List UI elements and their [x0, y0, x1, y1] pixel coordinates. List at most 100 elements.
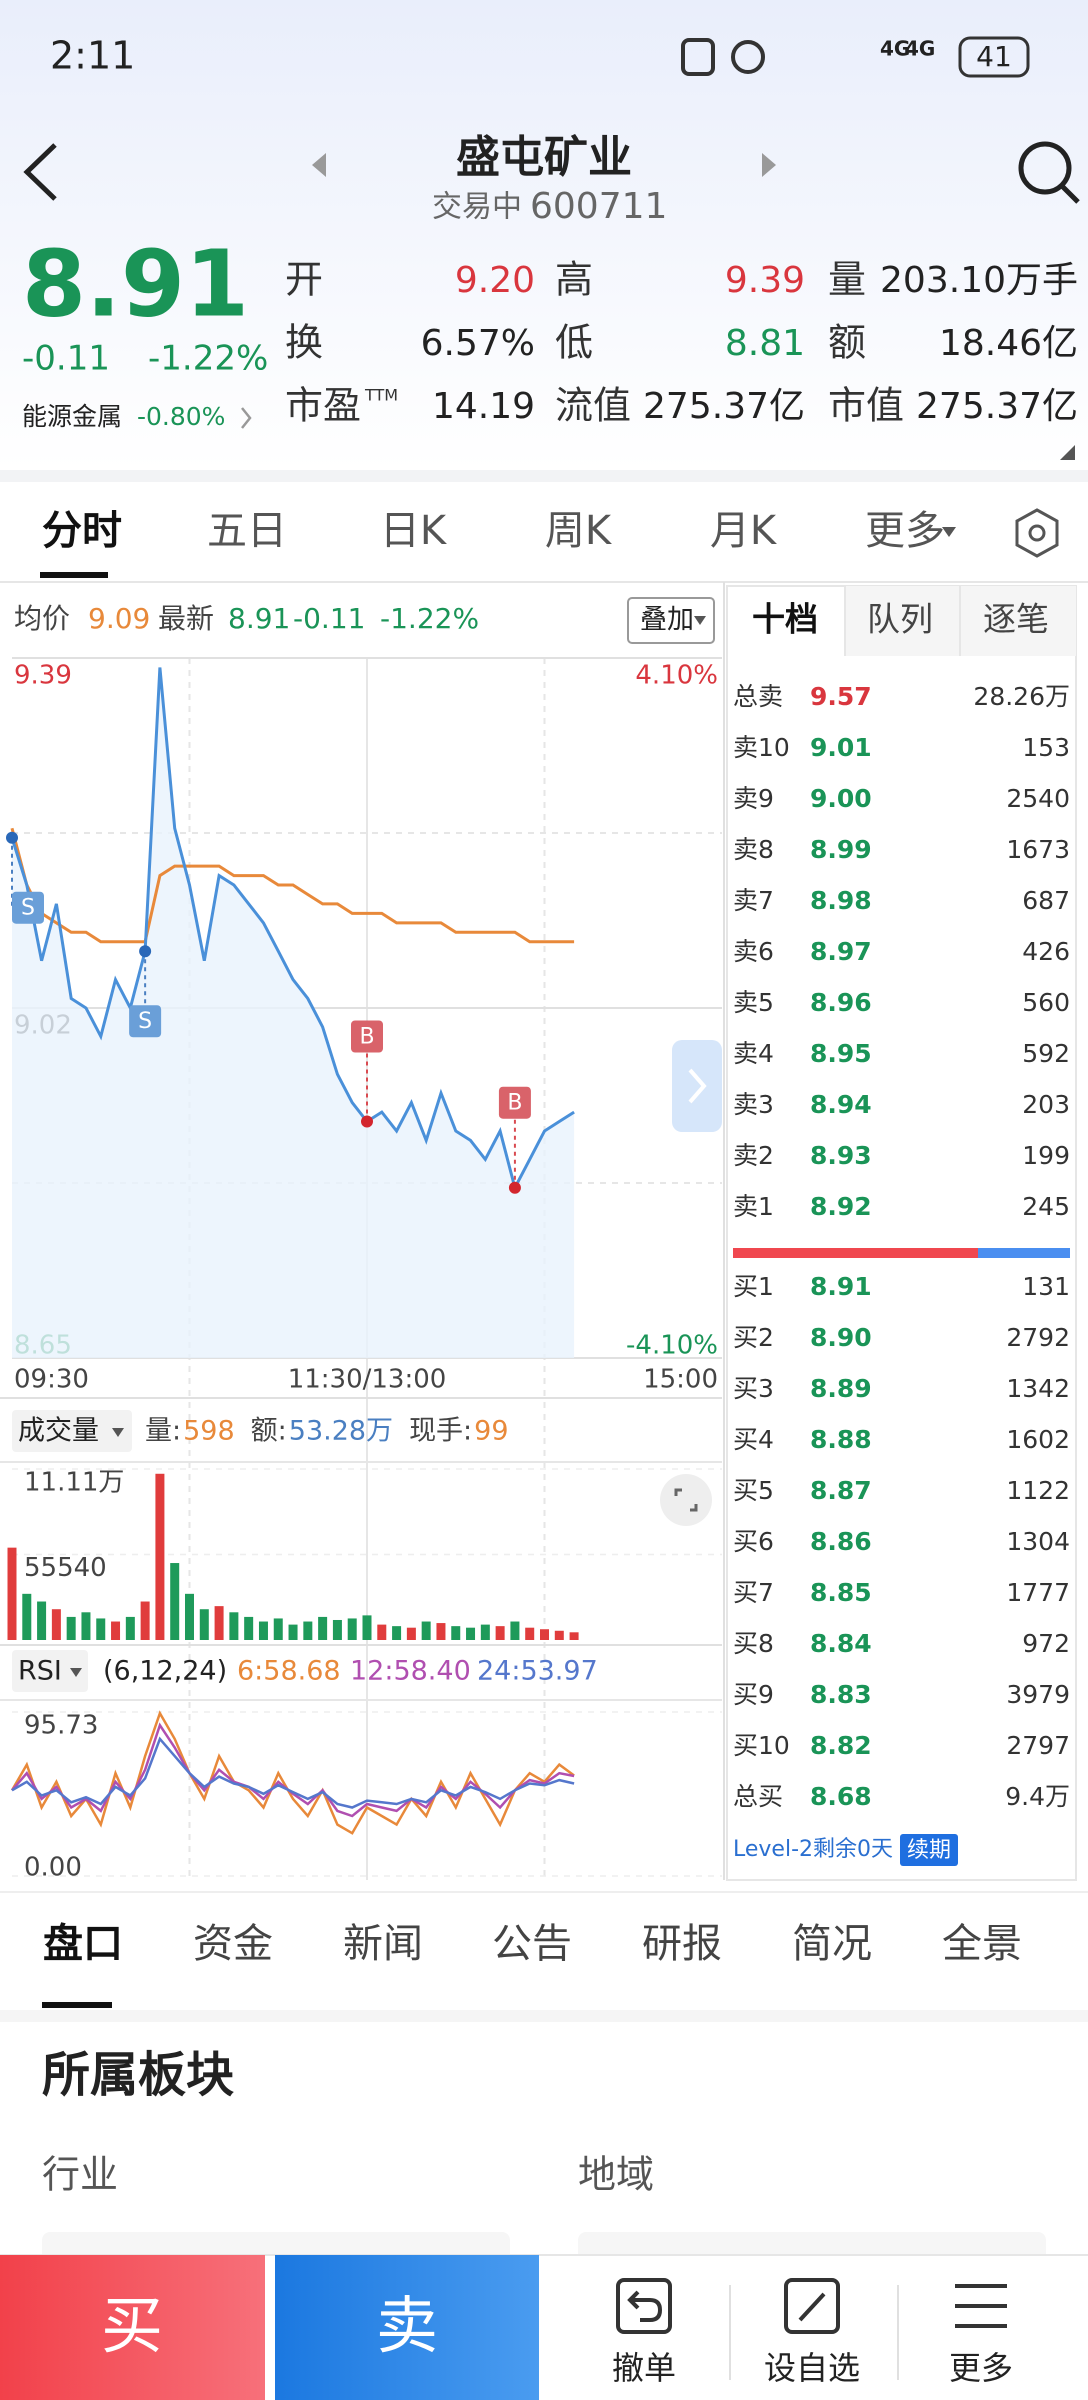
sector-name: 能源金属: [22, 402, 122, 431]
field-sup: TTM: [364, 386, 398, 405]
info-tab[interactable]: 新闻: [343, 1921, 423, 1967]
book-price: 8.95: [810, 1039, 872, 1068]
book-tab[interactable]: 逐笔: [983, 600, 1049, 639]
search-button[interactable]: [1018, 141, 1072, 195]
book-price: 8.96: [810, 988, 872, 1017]
legend-label: 现手:: [409, 1416, 472, 1447]
chart-tab[interactable]: 月K: [710, 508, 778, 554]
last-price: 8.91: [22, 230, 249, 337]
book-level: 卖4: [733, 1039, 774, 1068]
volume-bar: [347, 1618, 357, 1640]
volume-bar: [185, 1593, 194, 1640]
fullscreen-icon: [674, 1488, 682, 1496]
volume-bar: [125, 1616, 135, 1640]
legend-value: 8.91: [228, 602, 290, 635]
fullscreen-button[interactable]: [660, 1474, 712, 1526]
volume-bar: [273, 1618, 283, 1640]
book-price: 8.85: [810, 1578, 872, 1607]
volume-bar: [96, 1618, 106, 1640]
legend-label: 额:: [251, 1416, 287, 1447]
battery-level: 41: [976, 40, 1012, 73]
book-level: 买4: [733, 1425, 774, 1454]
field-label: 额: [828, 321, 866, 365]
book-level: 卖8: [733, 835, 774, 864]
price-change: -0.11: [22, 339, 110, 379]
volume-bar: [421, 1621, 431, 1640]
volume-bar: [66, 1616, 76, 1640]
cancel-arrow: [627, 2290, 663, 2322]
y-tick-label: 11.11万: [24, 1468, 124, 1498]
info-tab[interactable]: 盘口: [43, 1921, 123, 1967]
separator: [0, 470, 1088, 482]
next-stock[interactable]: [762, 153, 776, 177]
book-volume: 1602: [1006, 1425, 1070, 1454]
legend-value: 53.28万: [289, 1416, 393, 1447]
volume-bar: [451, 1626, 461, 1640]
chart-tab[interactable]: 更多: [865, 508, 945, 554]
sell-button[interactable]: [275, 2255, 539, 2400]
book-level: 总买: [733, 1782, 783, 1811]
volume-bar: [540, 1629, 549, 1640]
book-volume: 28.26万: [973, 682, 1070, 711]
book-tab[interactable]: 十档: [752, 600, 818, 639]
legend-name: 均价: [14, 602, 70, 635]
sector-link[interactable]: [241, 407, 252, 429]
book-price: 9.57: [810, 682, 872, 711]
book-price: 8.87: [810, 1476, 872, 1505]
legend-pct: -1.22%: [380, 602, 479, 635]
indicator-params: (6,12,24): [103, 1656, 227, 1687]
x-tick-label: 11:30/13:00: [288, 1365, 447, 1395]
volume-bar: [229, 1612, 239, 1640]
volume-bar: [392, 1626, 402, 1640]
chart-tab[interactable]: 五日: [207, 508, 287, 554]
chart-tab[interactable]: 分时: [42, 508, 122, 554]
expand-arrow: [688, 1068, 707, 1104]
field-value: 275.37亿: [643, 386, 805, 427]
prev-stock[interactable]: [312, 153, 326, 177]
annotation-label: B: [507, 1091, 522, 1116]
rsi-line: [11, 1736, 575, 1809]
volume-bar: [37, 1601, 47, 1640]
book-price: 8.94: [810, 1090, 872, 1119]
annotation-box: [351, 1020, 383, 1053]
battery: [958, 36, 1030, 78]
book-level: 卖5: [733, 988, 774, 1017]
book-level: 卖7: [733, 886, 774, 915]
field-value: 18.46亿: [939, 323, 1078, 364]
buy-button[interactable]: [0, 2255, 265, 2400]
settings-icon[interactable]: [1015, 508, 1059, 558]
nfc-icon: [681, 38, 715, 76]
renew-button[interactable]: [900, 1834, 958, 1866]
info-tab[interactable]: 公告: [492, 1921, 572, 1967]
volume-bar: [22, 1593, 32, 1640]
chart-tab[interactable]: 日K: [380, 508, 448, 554]
price-area: [12, 667, 575, 1358]
field-label: 量: [828, 258, 866, 302]
action-label: 撤单: [612, 2349, 676, 2387]
section-title: 所属板块: [42, 2047, 234, 2103]
sell-label: 卖: [376, 2289, 438, 2362]
info-tab[interactable]: 研报: [642, 1921, 722, 1967]
book-volume: 1777: [1006, 1578, 1070, 1607]
watch-icon[interactable]: [784, 2278, 840, 2334]
indicator-select[interactable]: [12, 1650, 88, 1692]
book-tab[interactable]: 队列: [867, 600, 933, 639]
book-volume: 592: [1022, 1039, 1070, 1068]
book-level: 卖2: [733, 1141, 774, 1170]
expand-panel[interactable]: [672, 1040, 722, 1132]
indicator-select[interactable]: [12, 1410, 132, 1452]
book-level: 卖3: [733, 1090, 774, 1119]
book-level: 总卖: [733, 682, 783, 711]
book-price: 8.82: [810, 1731, 872, 1760]
book-level: 买8: [733, 1629, 774, 1658]
info-tab[interactable]: 简况: [792, 1921, 872, 1967]
cancel-icon[interactable]: [616, 2278, 672, 2334]
overlay-button[interactable]: [627, 597, 715, 644]
level2-note: Level-2剩余0天: [733, 1837, 893, 1862]
info-tab[interactable]: 资金: [193, 1921, 273, 1967]
volume-bar: [303, 1621, 313, 1640]
chart-tab[interactable]: 周K: [545, 508, 613, 554]
info-tab[interactable]: 全景: [942, 1921, 1022, 1967]
settings-dot: [1028, 524, 1046, 542]
back-button[interactable]: [23, 143, 57, 201]
